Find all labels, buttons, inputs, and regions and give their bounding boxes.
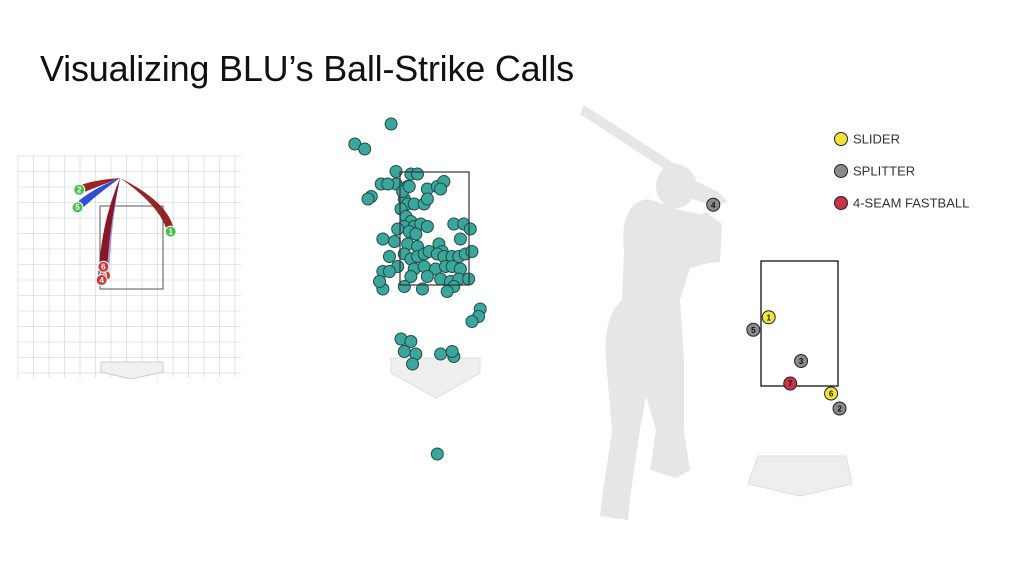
- pitch-number-label: 6: [829, 390, 834, 399]
- grid: [17, 155, 241, 378]
- legend-label: 4-SEAM FASTBALL: [853, 196, 969, 211]
- pitch-sequence-marker: 2: [832, 401, 847, 416]
- called-pitch-dot: [465, 315, 479, 328]
- legend-label: SLIDER: [853, 132, 900, 147]
- called-pitch-dot: [406, 357, 420, 371]
- pitch-sequence-markers: 1 2 3 4 5 6 7: [706, 197, 847, 416]
- called-pitch-dot: [409, 227, 423, 241]
- pitch-number-label: 6: [101, 263, 106, 272]
- called-pitch-dot: [445, 345, 459, 358]
- pitch-sequence-marker: 3: [794, 354, 809, 368]
- called-pitch-dot: [434, 347, 448, 361]
- pitch-number-label: 7: [788, 380, 793, 389]
- pitch-point: [97, 260, 110, 273]
- legend: SLIDER SPLITTER 4-SEAM FASTBALL: [834, 132, 969, 211]
- called-pitch-dot: [440, 285, 454, 298]
- pitch-number-label: 4: [99, 276, 104, 285]
- legend-label: SPLITTER: [853, 164, 915, 179]
- called-pitch-dot: [404, 270, 418, 283]
- called-pitch-dots: [348, 117, 487, 461]
- pitch-point: [824, 386, 839, 401]
- pitch-point: [794, 354, 809, 368]
- pitch-trail: [75, 178, 120, 211]
- home-plate: [100, 361, 164, 380]
- pitch-sequence-marker: 1: [761, 310, 776, 325]
- pitch-sequence-marker: 7: [783, 376, 798, 391]
- called-pitch-dot: [404, 335, 418, 348]
- called-pitch-dot: [420, 192, 434, 206]
- called-pitch-dot: [376, 232, 390, 246]
- called-pitch-dot: [358, 142, 372, 156]
- pitch-point: [71, 201, 84, 214]
- pitch-marker: 1: [164, 225, 177, 238]
- called-pitch-dot: [415, 282, 429, 296]
- pitch-number-label: 2: [837, 405, 842, 414]
- called-pitch-dot: [420, 220, 434, 233]
- legend-swatch: [834, 164, 848, 178]
- called-pitch-dot: [402, 180, 416, 193]
- pitch-sequence-panel: 1 2 3 4 5 6 7 SLIDER SPLITTER 4-SEAM FASTBALL: [580, 105, 969, 520]
- called-pitch-dot: [397, 345, 411, 358]
- called-pitch-dot: [465, 245, 479, 258]
- pitch-number-label: 3: [799, 357, 804, 366]
- pitch-number-label: 5: [751, 326, 756, 335]
- home-plate: [747, 455, 853, 497]
- called-pitch-dot: [430, 447, 444, 461]
- pitch-trail: [99, 178, 120, 268]
- pitch-sequence-marker: 4: [706, 197, 721, 212]
- strike-zone: [99, 205, 164, 290]
- pitch-trail: [78, 178, 120, 194]
- called-pitch-dot: [384, 117, 398, 131]
- legend-item: SLIDER: [834, 132, 900, 147]
- pitch-point: [706, 197, 721, 212]
- called-pitch-dot: [391, 222, 405, 236]
- pitch-marker: 5: [71, 201, 84, 214]
- called-pitch-dot: [420, 270, 434, 283]
- pitch-point: [164, 225, 177, 238]
- called-pitch-dot: [411, 167, 424, 181]
- pitch-marker: 4: [95, 274, 108, 286]
- pitch-number-label: 1: [766, 313, 771, 322]
- pitch-point: [746, 322, 761, 337]
- batter-silhouette: [580, 105, 728, 520]
- called-pitch-dot: [453, 232, 467, 246]
- called-pitch-dot: [382, 265, 396, 278]
- called-pitch-dot: [463, 222, 477, 236]
- pitch-sequence-marker: 6: [824, 386, 839, 401]
- legend-swatch: [834, 196, 848, 210]
- legend-item: 4-SEAM FASTBALL: [834, 196, 969, 211]
- pitch-marker: 6: [97, 260, 110, 273]
- home-plate: [390, 357, 481, 399]
- pitch-point: [73, 183, 86, 196]
- pitch-number-label: 5: [75, 203, 80, 212]
- called-pitch-dot: [387, 235, 401, 248]
- pitch-number-label: 2: [77, 186, 82, 195]
- pitch-number-label: 1: [168, 227, 173, 236]
- called-pitch-dot: [434, 182, 448, 196]
- pitch-sequence-marker: 5: [746, 322, 761, 337]
- legend-item: SPLITTER: [834, 164, 915, 179]
- strike-zone: [760, 260, 839, 387]
- legend-swatch: [834, 132, 848, 146]
- strike-zone: [399, 171, 470, 286]
- pitch-number-label: 4: [711, 201, 716, 210]
- called-pitch-dot: [361, 192, 375, 206]
- pitch-marker: 2: [73, 183, 86, 196]
- called-pitch-panel: [348, 117, 487, 461]
- pitch-point: [783, 376, 798, 391]
- pitch-point: [832, 401, 847, 416]
- called-pitch-dot: [382, 250, 396, 263]
- called-pitch-dot: [381, 177, 395, 191]
- called-pitch-dot: [397, 280, 411, 293]
- called-pitch-dot: [373, 275, 387, 288]
- pitch-trails: [75, 178, 174, 281]
- pitch-point: [95, 274, 108, 286]
- pitch-point: [761, 310, 776, 325]
- slide-title: Visualizing BLU’s Ball-Strike Calls: [40, 48, 574, 89]
